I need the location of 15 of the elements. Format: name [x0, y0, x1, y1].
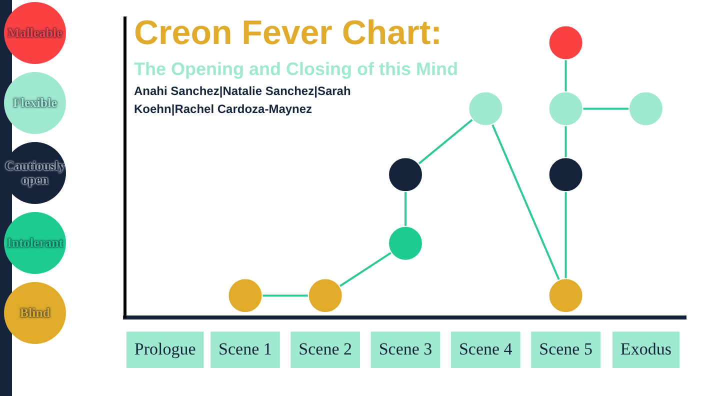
x-tick-label: Prologue	[134, 339, 196, 358]
text: Cautiously open	[4, 158, 66, 188]
text: Malleable	[8, 24, 62, 40]
annotation: Anahi Sanchez|Natalie Sanchez|Sarah Koehn|Rachel Cardoza-Maynez	[134, 83, 352, 118]
x-tick-label: Scene 1	[218, 339, 272, 358]
chart-title: Creon Fever Chart:	[134, 14, 443, 53]
x-tick-label: Scene 3	[378, 339, 432, 358]
x-tick-label: Scene 4	[458, 339, 513, 358]
text: Blind	[20, 304, 50, 320]
text: Intolerant	[6, 234, 64, 250]
text: The Opening and Closing of this Mind	[134, 59, 458, 80]
x-tick-label: Scene 5	[539, 339, 592, 358]
x-tick-label: Scene 2	[298, 339, 352, 358]
x-tick-label: Exodus	[620, 339, 672, 358]
text: Flexible	[12, 94, 58, 110]
